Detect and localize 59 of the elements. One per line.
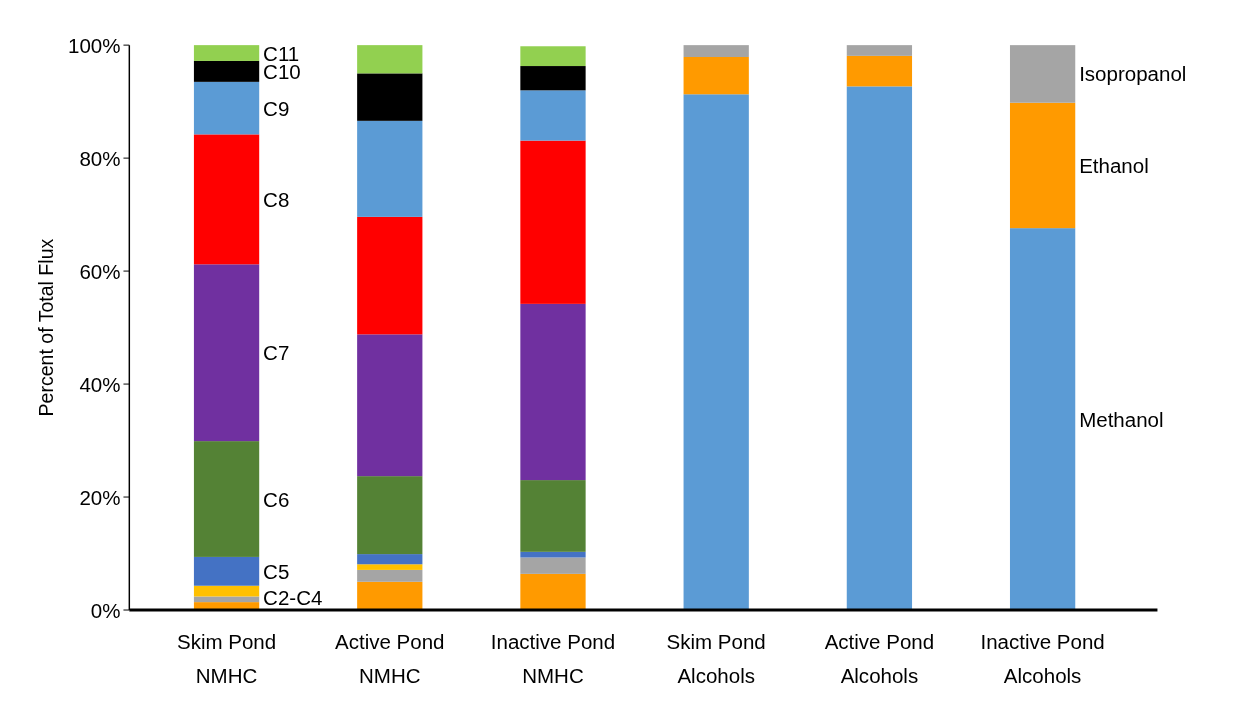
y-tick-label: 0% — [90, 598, 121, 622]
series-label: Ethanol — [1079, 153, 1149, 177]
series-label: C5 — [263, 559, 290, 583]
bar — [193, 596, 260, 603]
bar — [520, 66, 586, 91]
bar — [520, 557, 586, 574]
x-tick-label: Active Pond NMHC — [335, 630, 445, 688]
bar — [357, 73, 423, 121]
x-tick-label: Active Pond Alcohols — [824, 630, 935, 688]
bar — [193, 441, 260, 557]
bar — [357, 581, 423, 611]
x-tick-label: Inactive Pond Alcohols — [980, 630, 1105, 688]
bar — [193, 264, 260, 442]
series-label: C6 — [263, 487, 290, 511]
bar — [193, 585, 260, 597]
bar — [846, 86, 913, 611]
x-tick-label: Inactive Pond NMHC — [490, 630, 616, 688]
bar — [357, 554, 423, 565]
series-label: C7 — [263, 341, 290, 365]
bar — [683, 94, 749, 611]
bar — [193, 60, 260, 82]
y-tick-label: 100% — [68, 33, 121, 57]
bar — [846, 45, 913, 56]
y-tick-label: 60% — [79, 259, 121, 283]
series-label: C11 — [263, 41, 300, 65]
series-label: Isopropanol — [1079, 62, 1187, 86]
bar — [357, 564, 423, 570]
bar — [520, 140, 586, 304]
bar — [1009, 45, 1076, 103]
bar — [193, 556, 260, 586]
bar — [357, 45, 423, 74]
bar — [193, 134, 260, 265]
bar — [193, 81, 260, 135]
bar — [846, 55, 913, 87]
annotation: C2-C4 — [263, 586, 323, 610]
bar — [683, 57, 749, 95]
bar — [357, 334, 423, 477]
series-label: C8 — [263, 187, 290, 211]
bar — [193, 45, 260, 61]
bar — [520, 573, 586, 611]
x-tick-label: Skim Pond NMHC — [176, 630, 277, 688]
bar — [357, 569, 423, 582]
y-tick-label: 80% — [79, 146, 121, 170]
bar — [1009, 102, 1076, 229]
bar — [357, 120, 423, 217]
y-tick-label: 20% — [79, 485, 121, 509]
bar — [357, 216, 423, 335]
bar — [520, 90, 586, 141]
bar — [520, 480, 586, 552]
y-axis-title: Percent of Total Flux — [35, 238, 58, 417]
bar — [1009, 228, 1076, 611]
series-label: Methanol — [1079, 407, 1164, 431]
y-tick-label: 40% — [79, 372, 121, 396]
series-label: C9 — [263, 96, 290, 120]
bar — [520, 303, 586, 481]
bar — [683, 45, 749, 57]
bar — [520, 46, 586, 67]
x-tick-label: Skim Pond Alcohols — [666, 630, 766, 688]
bar — [357, 476, 423, 555]
